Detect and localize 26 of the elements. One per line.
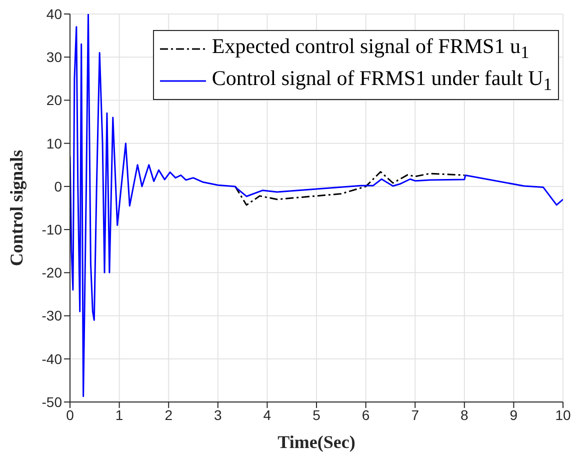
x-tick-label: 4 [263,406,272,423]
y-tick-label: -30 [42,308,62,324]
y-tick-label: -20 [42,264,62,281]
y-tick-label: -40 [42,350,62,367]
x-tick-label: 10 [555,406,571,423]
x-tick-label: 8 [460,406,468,423]
x-tick-label: 2 [164,406,173,423]
x-tick-label: 6 [362,406,370,423]
line-series [234,171,466,206]
y-axis-title: Control signals [6,150,26,266]
x-tick-label: 3 [214,406,222,423]
x-tick-label: 0 [66,406,74,423]
y-tick-label: 30 [46,49,62,66]
legend-label: Control signal of FRMS1 under fault U$_{1}$ [212,65,552,96]
y-tick-label: 0 [54,178,62,194]
y-tick-label: 40 [46,6,62,22]
y-tick-label: 10 [46,135,62,152]
y-tick-label: -50 [42,394,62,410]
y-tick-label: -10 [42,222,62,238]
x-tick-label: 7 [411,406,420,423]
legend-label: Expected control signal of FRMS1 u$_{1}$ [212,33,530,64]
y-tick-label: 20 [46,92,62,108]
x-tick-label: 5 [312,406,321,423]
x-tick-label: 1 [115,406,124,423]
x-tick-label: 9 [510,406,518,423]
x-axis-title: Time(Sec) [278,432,356,452]
